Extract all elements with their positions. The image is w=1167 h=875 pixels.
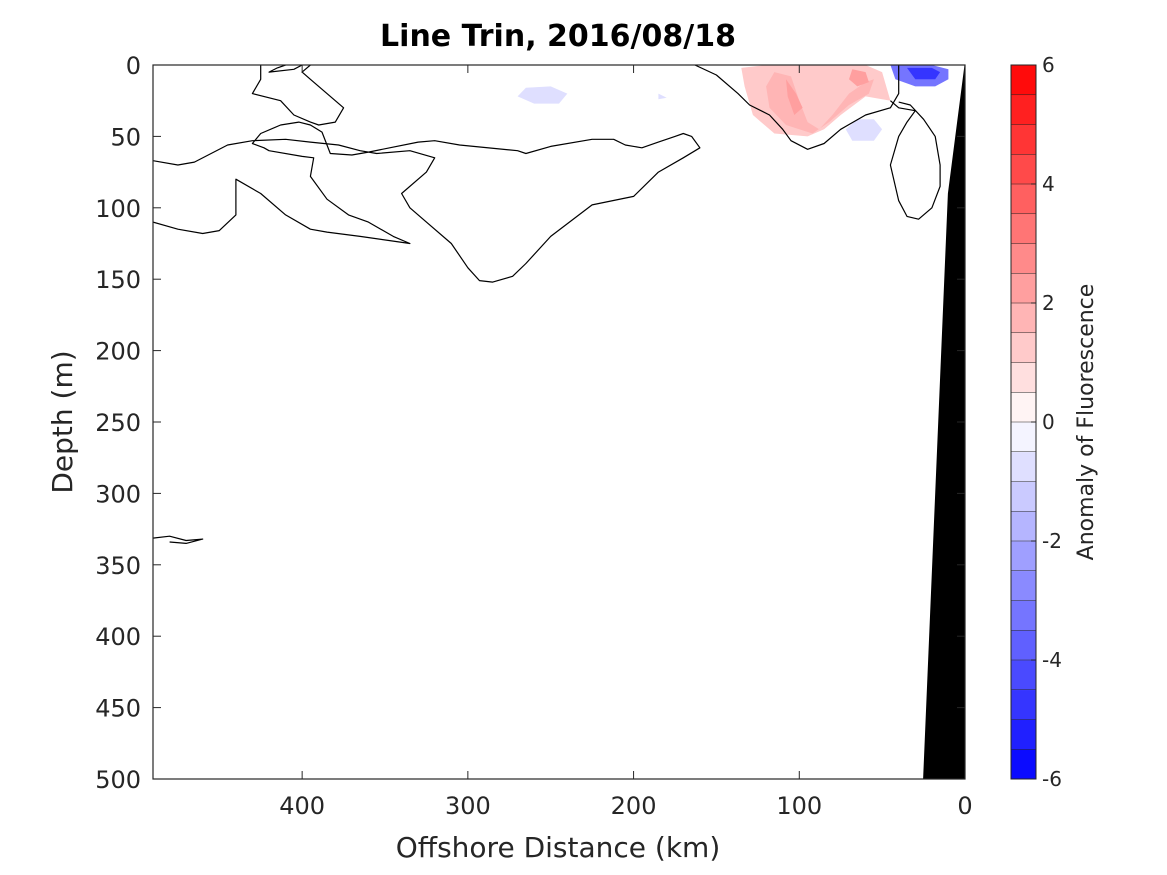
x-tick-label: 0 (957, 792, 972, 820)
colorbar-tick-label: 0 (1042, 410, 1055, 434)
zero-contours (153, 65, 941, 544)
colorbar-swatch (1011, 332, 1036, 363)
x-tick-label: 400 (279, 792, 325, 820)
colorbar-tick-label: 2 (1042, 291, 1055, 315)
y-tick-label: 350 (95, 552, 141, 580)
bathymetry-fill (923, 65, 965, 779)
y-tick-label: 450 (95, 695, 141, 723)
colorbar-swatch (1011, 451, 1036, 482)
chart-title: Line Trin, 2016/08/18 (380, 19, 736, 54)
x-axis-label: Offshore Distance (km) (396, 831, 721, 864)
y-tick-label: 400 (95, 623, 141, 651)
zero-contour-line (153, 535, 204, 544)
colorbar-swatch (1011, 124, 1036, 155)
colorbar-swatch (1011, 570, 1036, 601)
colorbar-label: Anomaly of Fluorescence (1074, 284, 1099, 561)
colorbar-swatch (1011, 719, 1036, 750)
colorbar-swatch (1011, 303, 1036, 334)
y-tick-label: 500 (95, 766, 141, 794)
colorbar-swatch (1011, 511, 1036, 542)
zero-contour-line (153, 121, 701, 283)
colorbar-swatch (1011, 600, 1036, 631)
colorbar-swatch (1011, 422, 1036, 453)
plot-background (153, 65, 965, 779)
y-tick-label: 200 (95, 338, 141, 366)
colorbar-swatch (1011, 541, 1036, 572)
anomaly-patch (907, 67, 941, 80)
plot-area: 400 300 200 100 0 0 50 100 150 200 250 300 350 400 45… (95, 52, 972, 820)
y-tick-label: 50 (110, 123, 141, 151)
colorbar-swatch (1011, 213, 1036, 244)
colorbar-swatch (1011, 65, 1036, 96)
x-tick-label: 300 (445, 792, 491, 820)
bathymetry (923, 65, 965, 779)
colorbar-tick-label: -4 (1042, 648, 1062, 672)
anomaly-patch (517, 86, 568, 104)
y-tick-label: 250 (95, 409, 141, 437)
anomaly-patch (849, 69, 869, 87)
zero-contour-line (268, 65, 303, 73)
x-tick-label: 200 (611, 792, 657, 820)
colorbar-swatch (1011, 94, 1036, 125)
colorbar-tick-label: -2 (1042, 529, 1062, 553)
zero-contour-line (251, 65, 345, 126)
colorbar: 6 4 2 0 -2 -4 -6 (1010, 53, 1062, 791)
colorbar-swatch (1011, 392, 1036, 423)
colorbar-tick-label: 4 (1042, 172, 1055, 196)
colorbar-tick-label: 6 (1042, 53, 1055, 77)
y-tick-label: 100 (95, 195, 141, 223)
y-axis-label: Depth (m) (46, 350, 79, 493)
y-tick-label: 300 (95, 480, 141, 508)
x-axis-ticks: 400 300 200 100 0 (279, 65, 973, 820)
colorbar-swatch (1011, 243, 1036, 274)
anomaly-patch (845, 119, 883, 141)
anomaly-patch (786, 79, 803, 115)
y-tick-label: 0 (126, 52, 141, 80)
colorbar-swatch (1011, 154, 1036, 185)
zero-contour-line (694, 65, 900, 150)
colorbar-swatch (1011, 660, 1036, 691)
anomaly-patch (766, 72, 874, 134)
colorbar-swatch (1011, 273, 1036, 304)
colorbar-swatch (1011, 749, 1036, 780)
zero-contour-line (889, 100, 941, 220)
colorbar-swatch (1011, 689, 1036, 720)
colorbar-tick-label: -6 (1042, 767, 1062, 791)
colorbar-swatch (1011, 362, 1036, 393)
colorbar-swatch (1011, 630, 1036, 661)
x-tick-label: 100 (776, 792, 822, 820)
anomaly-patches (517, 65, 949, 141)
colorbar-swatch (1011, 481, 1036, 512)
y-tick-label: 150 (95, 266, 141, 294)
anomaly-patch (658, 93, 667, 100)
y-axis-ticks: 0 50 100 150 200 250 300 350 400 450 500 (95, 52, 965, 794)
colorbar-swatch (1011, 184, 1036, 215)
